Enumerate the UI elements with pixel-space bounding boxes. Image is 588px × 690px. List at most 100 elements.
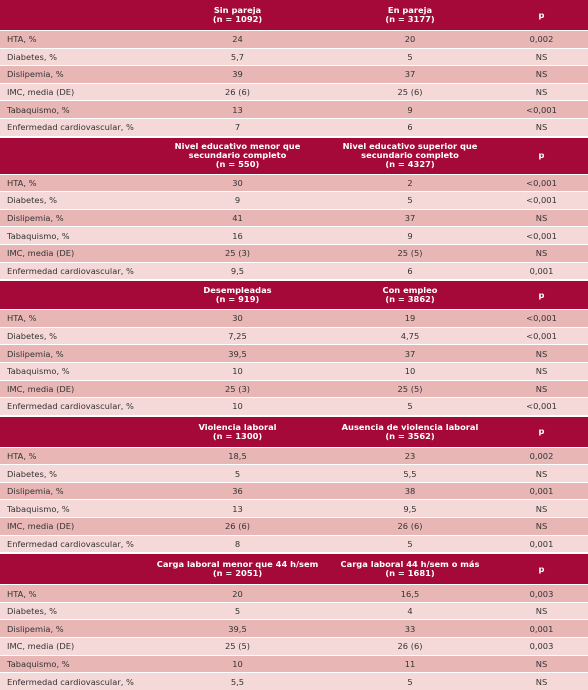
header-line: Carga laboral 44 h/sem o más [340, 559, 480, 570]
table-section: Desempleadas (n = 919) Con empleo (n = 3862… [0, 281, 588, 415]
cell: 4,75 [400, 331, 420, 342]
cell: NS [535, 122, 548, 133]
row-label: Dislipemia, % [7, 486, 64, 497]
cell: 2 [407, 177, 413, 188]
row-label: Diabetes, % [7, 468, 57, 479]
cell: 0,001 [529, 265, 554, 276]
cell: 0,001 [529, 538, 554, 549]
table-row: Tabaquismo, % 13 9,5 NS [0, 499, 588, 518]
row-label: Enfermedad cardiovascular, % [7, 265, 134, 276]
header-cell: En pareja (n = 3177) [325, 0, 495, 30]
table-section: Sin pareja (n = 1092) En pareja (n = 3177) p… [0, 0, 588, 136]
header-line: secundario completo [188, 150, 287, 161]
row-label: IMC, media (DE) [7, 87, 75, 98]
cell: NS [535, 248, 548, 259]
row-label: Dislipemia, % [7, 213, 64, 224]
cell: 25 (3) [225, 248, 250, 259]
cell: 9 [407, 230, 413, 241]
cell: 4 [407, 606, 413, 617]
cell: 37 [404, 213, 416, 224]
cell: 8 [234, 538, 241, 549]
cell: 0,002 [529, 34, 554, 45]
cell: 23 [404, 450, 416, 461]
cell: 39,5 [228, 623, 247, 634]
table-row: Diabetes, % 5 4 NS [0, 601, 588, 620]
cell: <0,001 [526, 313, 557, 324]
header-line: En pareja [387, 5, 433, 15]
header-line: Violencia laboral [198, 421, 277, 432]
cell: NS [535, 383, 548, 394]
cell: 10 [404, 366, 416, 377]
cell: NS [535, 658, 548, 669]
table-row: Enfermedad cardiovascular, % 7 6 NS [0, 117, 588, 136]
row-label: Enfermedad cardiovascular, % [7, 122, 134, 133]
cell: 25 (5) [397, 383, 423, 394]
row-label: HTA, % [7, 34, 37, 45]
cell: NS [535, 51, 548, 62]
table-row: HTA, % 30 19 <0,001 [0, 309, 588, 327]
cell: 0,002 [529, 450, 554, 461]
cell: 0,003 [529, 588, 554, 599]
cell: 13 [232, 104, 243, 115]
table-row: Tabaquismo, % 13 9 <0,001 [0, 100, 588, 118]
cell: 24 [232, 34, 243, 45]
row-label: Diabetes, % [7, 195, 57, 206]
header-line: Nivel educativo menor que [174, 141, 301, 152]
cell: 39,5 [228, 348, 247, 359]
cell: 7,25 [228, 331, 247, 342]
cell: 5,5 [230, 676, 245, 687]
header-line: (n = 1092) [212, 14, 263, 24]
cell: NS [535, 348, 548, 359]
header-line: Ausencia de violencia laboral [341, 421, 479, 432]
header-line: p [538, 150, 545, 161]
row-label: HTA, % [7, 177, 37, 188]
header-line: Sin pareja [213, 5, 262, 15]
row-label: HTA, % [7, 313, 37, 324]
table-row: Tabaquismo, % 16 9 <0,001 [0, 226, 588, 244]
header-line: secundario completo [361, 150, 459, 161]
header-line: p [538, 289, 545, 300]
table-row: Diabetes, % 5 5,5 NS [0, 464, 588, 482]
header-line: (n = 3562) [385, 430, 435, 441]
header-cell: Ausencia de violencia laboral (n = 3562) [325, 417, 495, 447]
table-row: Dislipemia, % 39 37 NS [0, 65, 588, 83]
cell: 11 [404, 658, 416, 669]
header-line: (n = 2051) [212, 568, 263, 579]
cell: 26 (6) [225, 87, 250, 98]
table-row: HTA, % 30 2 <0,001 [0, 173, 588, 192]
row-label: Dislipemia, % [7, 623, 64, 634]
cell: 10 [232, 658, 243, 669]
table-row: Enfermedad cardiovascular, % 8 5 0,001 [0, 534, 588, 553]
cell: 5 [407, 676, 413, 687]
row-label: Diabetes, % [7, 331, 57, 342]
table-row: Diabetes, % 9 5 <0,001 [0, 191, 588, 209]
cell: NS [535, 521, 548, 532]
header-line: (n = 4327) [385, 159, 435, 170]
header-line: (n = 919) [215, 294, 260, 305]
cell: 5 [407, 195, 413, 206]
table-row: IMC, media (DE) 26 (6) 25 (6) NS [0, 82, 588, 101]
cell: 36 [232, 486, 243, 497]
table-row: Enfermedad cardiovascular, % 9,5 6 0,001 [0, 261, 588, 280]
table-row: Dislipemia, % 41 37 NS [0, 208, 588, 227]
row-label: IMC, media (DE) [7, 521, 75, 532]
table-row: Dislipemia, % 39,5 37 NS [0, 344, 588, 362]
header-line: (n = 3177) [385, 14, 435, 24]
cell: NS [535, 503, 548, 514]
cell: 37 [404, 348, 416, 359]
header-line: p [538, 563, 545, 574]
header-cell [0, 138, 150, 174]
row-label: Diabetes, % [7, 51, 57, 62]
cell: 5 [407, 51, 413, 62]
table-row: Dislipemia, % 36 38 0,001 [0, 481, 588, 500]
row-label: Diabetes, % [7, 606, 57, 617]
cell: 10 [232, 366, 243, 377]
table-row: Diabetes, % 5,7 5 NS [0, 47, 588, 66]
table-section: Violencia laboral (n = 1300) Ausencia de v… [0, 416, 588, 553]
cell: NS [535, 87, 548, 98]
header-cell: Carga laboral menor que 44 h/sem (n = 205… [150, 554, 325, 584]
header-cell [0, 417, 150, 447]
table-row: Diabetes, % 7,25 4,75 <0,001 [0, 326, 588, 345]
header-cell: p [495, 417, 588, 447]
table-row: Tabaquismo, % 10 11 NS [0, 654, 588, 673]
